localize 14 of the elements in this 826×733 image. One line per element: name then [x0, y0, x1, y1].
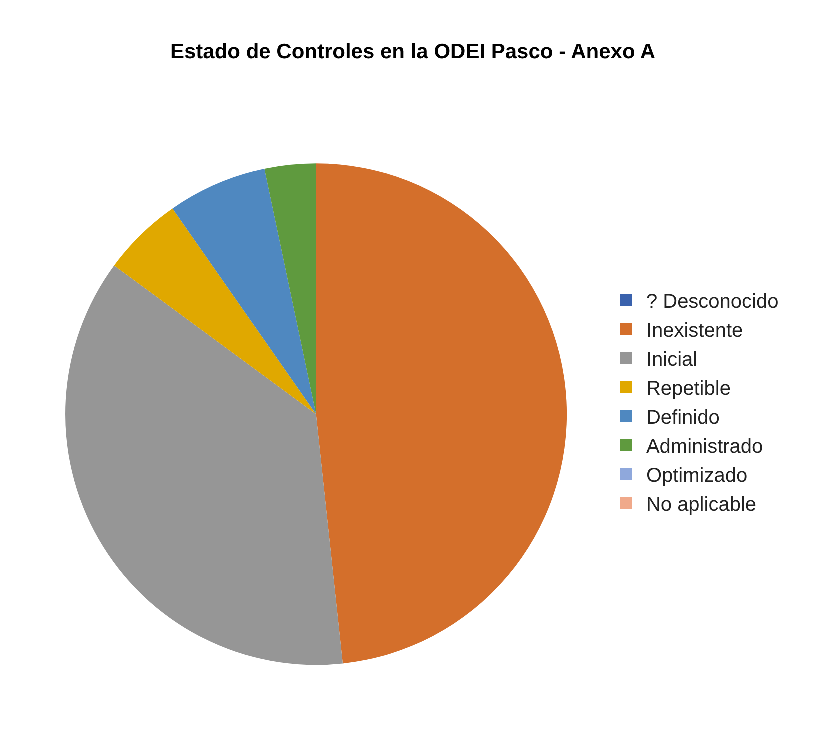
pie-slice: [66, 266, 344, 666]
pie-slice: [172, 168, 316, 414]
legend-label: ? Desconocido: [646, 290, 779, 313]
legend-label: Inicial: [646, 348, 698, 371]
pie-slice: [114, 208, 316, 414]
legend-label: Administrado: [646, 436, 764, 458]
legend-label: Repetible: [646, 378, 731, 400]
legend-label: No aplicable: [646, 494, 757, 516]
legend-label: Definido: [646, 406, 720, 429]
legend-label: Optimizado: [646, 464, 748, 487]
pie-slice: [316, 164, 567, 664]
pie-slice: [264, 164, 316, 414]
chart-title: Estado de Controles en la ODEI Pasco - Anexo A: [170, 40, 656, 64]
legend-label: Inexistente: [646, 320, 744, 342]
